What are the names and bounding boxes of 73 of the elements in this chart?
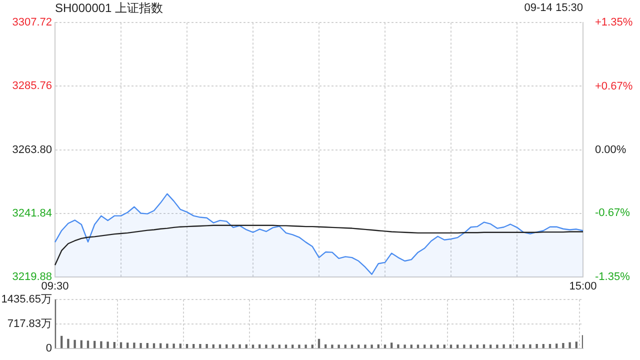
bar xyxy=(562,342,564,348)
bar xyxy=(298,344,300,348)
bar xyxy=(100,341,102,348)
y2-tick-label: -1.35% xyxy=(595,271,630,284)
bar xyxy=(470,344,472,348)
bar xyxy=(166,344,168,348)
y-tick-label: 3241.84 xyxy=(12,207,52,220)
y-tick-label: 3219.88 xyxy=(12,271,52,284)
bar xyxy=(232,344,234,348)
bar xyxy=(529,344,532,348)
y2-tick-label: +0.67% xyxy=(595,80,633,93)
bar xyxy=(490,344,492,348)
bar xyxy=(358,344,360,348)
bar xyxy=(331,344,334,348)
bar xyxy=(410,344,412,348)
y2-tick-label: 0.00% xyxy=(595,144,626,156)
bar xyxy=(133,342,136,348)
bar xyxy=(238,344,241,348)
bar xyxy=(140,342,142,348)
bar xyxy=(67,338,70,348)
x-tick-label: 09:30 xyxy=(41,280,69,293)
bar xyxy=(350,344,354,348)
chart-title: SH000001 上证指数 xyxy=(55,0,164,17)
bar xyxy=(456,344,459,348)
y-tick-label: 1435.65万 xyxy=(1,294,52,306)
y2-tick-label: +1.35% xyxy=(595,16,633,29)
y-tick-label: 3307.72 xyxy=(12,16,52,29)
bar xyxy=(60,336,63,348)
bar xyxy=(126,342,129,348)
bar xyxy=(502,344,505,348)
bar xyxy=(172,344,175,348)
bar xyxy=(304,344,307,348)
bar xyxy=(74,340,76,348)
bar xyxy=(370,344,373,348)
bar xyxy=(430,344,432,348)
bar xyxy=(199,344,202,348)
bar xyxy=(384,344,386,348)
bar xyxy=(390,342,393,348)
bar xyxy=(179,344,182,348)
y-tick-label: 717.83万 xyxy=(7,318,52,330)
bar xyxy=(397,344,400,348)
bar xyxy=(463,344,466,348)
bar xyxy=(496,344,498,348)
y2-tick-label: -0.67% xyxy=(595,206,630,219)
bar xyxy=(476,344,478,348)
bar xyxy=(311,344,314,348)
y-tick-label: 3263.80 xyxy=(12,144,52,156)
bar xyxy=(284,344,288,348)
bar xyxy=(106,342,109,348)
bar xyxy=(206,344,208,348)
bar xyxy=(364,344,366,348)
bar xyxy=(443,344,446,348)
bar xyxy=(536,344,538,348)
bar xyxy=(416,344,420,348)
y-tick-label: 3285.76 xyxy=(12,80,52,92)
bar xyxy=(292,344,294,348)
bar xyxy=(424,344,426,348)
x-tick-label: 15:00 xyxy=(569,280,597,293)
text: 09-14 15:30 xyxy=(524,2,583,14)
bar xyxy=(344,344,346,348)
bar xyxy=(404,344,406,348)
bar xyxy=(278,344,280,348)
y-tick-label: 0 xyxy=(46,342,52,354)
bar xyxy=(272,344,274,348)
bar xyxy=(86,340,90,348)
bar xyxy=(338,344,340,348)
bar xyxy=(568,342,571,348)
bar xyxy=(575,342,578,348)
bar xyxy=(450,344,452,348)
bar xyxy=(436,344,439,348)
bar xyxy=(265,344,268,348)
bar xyxy=(252,344,254,348)
bar xyxy=(556,344,558,348)
